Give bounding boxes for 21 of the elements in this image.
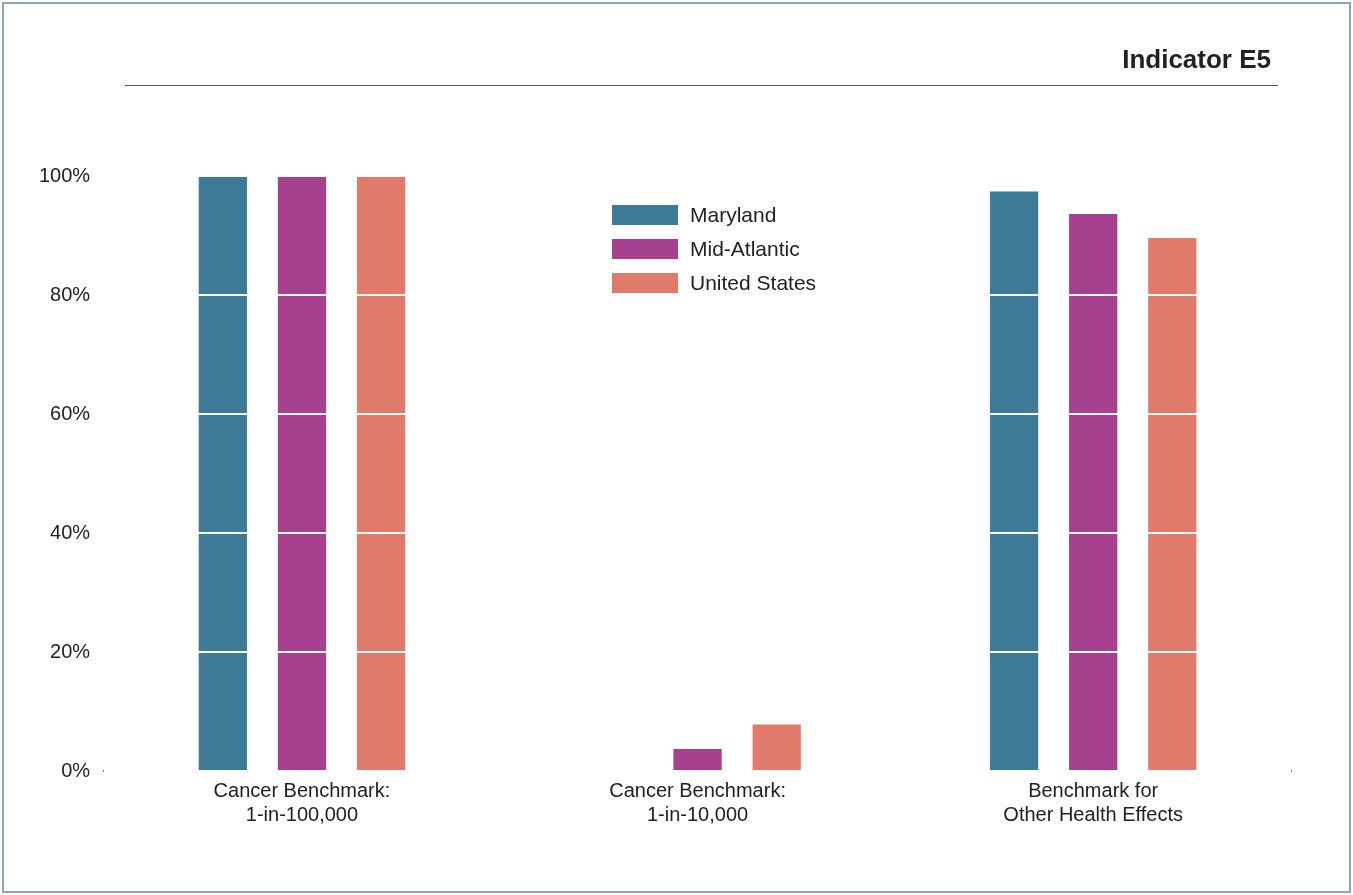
bar [1148,237,1197,770]
bar [198,176,247,770]
y-tick-label: 40% [50,520,91,543]
bar [752,724,801,770]
bar [989,191,1039,770]
chart-title: Indicator E5 [1122,44,1271,75]
x-tick-label: Benchmark for Other Health Effects [1003,778,1184,825]
bar [277,176,327,770]
legend-label: United States [690,271,817,295]
legend-label: Mid-Atlantic [690,237,800,261]
y-tick-label: 60% [50,401,91,424]
x-tick-label: Cancer Benchmark: 1-in-10,000 [609,778,786,825]
bar [356,176,406,770]
legend-label: Maryland [690,203,777,227]
bar [673,748,722,770]
y-tick-label: 100% [39,163,91,186]
bar [1069,214,1118,770]
y-tick-label: 80% [50,282,91,305]
x-tick-label: Cancer Benchmark: 1-in-100,000 [213,778,391,825]
y-tick-label: 20% [50,639,91,662]
y-tick-label: 0% [61,758,91,781]
